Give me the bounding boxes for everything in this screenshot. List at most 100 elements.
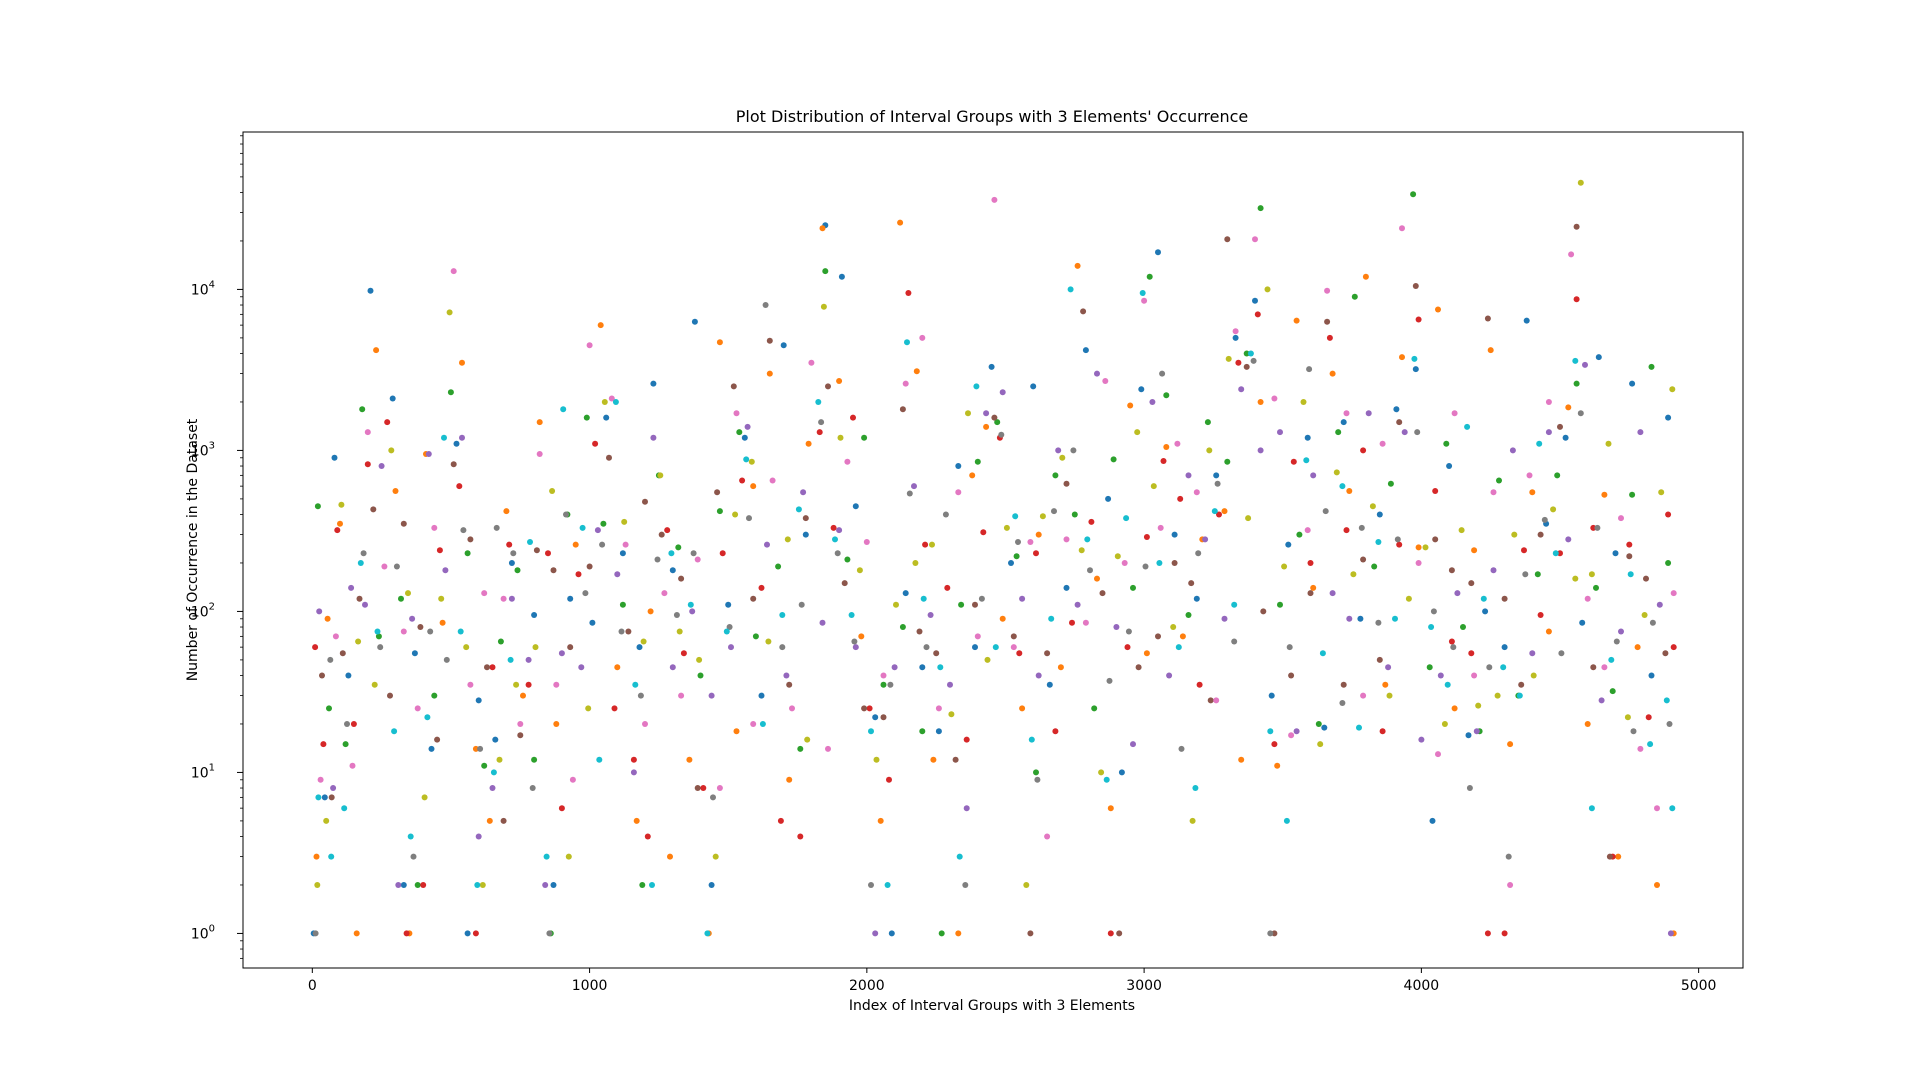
data-point <box>1480 595 1487 602</box>
data-point <box>1663 697 1670 704</box>
data-point <box>1274 762 1281 769</box>
data-point <box>575 571 582 578</box>
data-point <box>315 794 322 801</box>
data-point <box>1386 692 1393 699</box>
data-point <box>922 541 929 548</box>
data-point <box>486 817 493 824</box>
data-point <box>1157 524 1164 531</box>
data-point <box>929 541 935 548</box>
data-point <box>838 273 845 280</box>
data-point <box>1082 619 1089 626</box>
data-point <box>520 692 526 699</box>
x-axis-label: Index of Interval Groups with 3 Elements <box>849 998 1135 1014</box>
data-point <box>1260 608 1267 615</box>
data-point <box>457 628 464 635</box>
data-point <box>475 697 482 704</box>
x-axis-ticks: 0 1000 2000 3000 4000 5000 <box>308 968 1716 994</box>
data-point <box>746 515 752 522</box>
data-point <box>868 728 874 735</box>
data-point <box>872 714 879 721</box>
data-point <box>1206 447 1213 454</box>
data-point <box>708 882 715 888</box>
data-point <box>1609 688 1616 695</box>
data-point <box>510 550 517 557</box>
data-point <box>1410 191 1417 198</box>
data-point <box>1641 612 1648 618</box>
data-point <box>1087 567 1093 574</box>
data-point <box>712 853 719 860</box>
data-point <box>780 342 787 349</box>
data-point <box>1027 539 1034 545</box>
data-point <box>808 359 815 366</box>
data-point <box>367 287 374 294</box>
data-point <box>1028 736 1035 743</box>
data-point <box>942 511 949 518</box>
data-point <box>1648 363 1655 370</box>
data-point <box>1594 524 1601 531</box>
data-point <box>572 541 579 548</box>
data-point <box>916 628 923 635</box>
data-point <box>1435 306 1441 313</box>
data-point <box>392 488 399 494</box>
data-point <box>836 527 843 534</box>
data-point <box>1125 628 1132 635</box>
data-point <box>1084 536 1091 543</box>
data-point <box>632 681 639 688</box>
data-point <box>673 612 680 618</box>
data-point <box>439 619 446 626</box>
data-point <box>858 633 865 640</box>
data-point <box>1537 612 1544 618</box>
data-point <box>644 833 651 840</box>
data-point <box>1013 553 1020 560</box>
data-point <box>407 833 414 840</box>
data-point <box>467 536 474 543</box>
data-point <box>1339 483 1346 490</box>
data-point <box>902 380 909 387</box>
data-point <box>1178 745 1185 752</box>
data-point <box>952 756 959 763</box>
data-point <box>356 595 363 602</box>
data-point <box>912 560 919 566</box>
x-tick-label: 1000 <box>572 978 608 994</box>
data-point <box>1360 556 1367 563</box>
data-point <box>1484 930 1491 937</box>
data-point <box>503 508 510 515</box>
data-point <box>1665 560 1672 566</box>
data-point <box>1286 644 1293 651</box>
data-point <box>1271 930 1278 937</box>
data-point <box>658 531 665 538</box>
data-point <box>1346 615 1353 622</box>
data-point <box>532 644 539 651</box>
data-point <box>349 762 356 769</box>
data-point <box>1615 853 1622 860</box>
data-point <box>1422 544 1429 551</box>
data-point <box>1271 741 1278 748</box>
data-point <box>1385 664 1392 671</box>
data-point <box>1091 705 1098 712</box>
data-point <box>550 882 557 888</box>
data-point <box>1121 560 1128 566</box>
data-point <box>1612 550 1619 557</box>
data-point <box>1254 311 1261 318</box>
scatter-points <box>310 179 1677 937</box>
data-point <box>565 853 572 860</box>
data-point <box>1139 290 1146 296</box>
data-point <box>999 615 1006 622</box>
data-point <box>1654 882 1660 888</box>
data-point <box>1405 595 1412 602</box>
data-point <box>1107 930 1114 937</box>
data-point <box>938 930 945 937</box>
data-point <box>464 550 471 557</box>
data-point <box>830 524 837 531</box>
data-point <box>1027 930 1034 937</box>
data-point <box>1412 283 1419 289</box>
data-point <box>493 524 500 531</box>
data-point <box>371 681 378 688</box>
data-point <box>614 571 621 578</box>
data-point <box>948 711 955 718</box>
x-tick-label: 3000 <box>1126 978 1162 994</box>
data-point <box>1243 350 1250 357</box>
data-point <box>726 624 733 630</box>
data-point <box>1333 469 1340 476</box>
data-point <box>775 563 782 570</box>
